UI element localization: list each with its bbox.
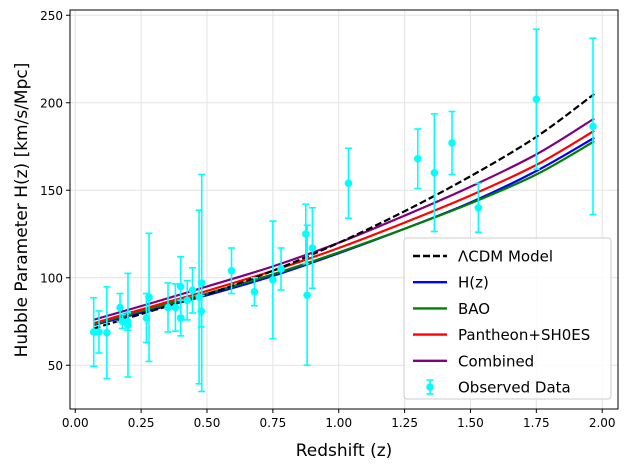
- data-marker: [183, 296, 192, 305]
- data-marker: [474, 203, 483, 212]
- data-marker: [277, 265, 285, 273]
- observed-point: [188, 266, 197, 314]
- data-marker: [344, 179, 353, 188]
- observed-point: [197, 173, 206, 393]
- observed-point: [164, 282, 172, 333]
- legend: ΛCDM Model H(z) BAO Pantheon+SH0ES Combined O…: [403, 237, 612, 400]
- data-marker: [171, 303, 180, 312]
- data-marker: [301, 230, 310, 238]
- data-marker: [164, 303, 172, 312]
- x-tick-label: 0.75: [260, 416, 287, 430]
- data-marker: [250, 287, 259, 296]
- data-marker: [197, 279, 206, 287]
- observed-point: [171, 283, 180, 332]
- x-tick-label: 1.50: [457, 416, 484, 430]
- observed-point: [277, 247, 285, 291]
- data-marker: [532, 95, 541, 104]
- observed-point: [103, 286, 111, 380]
- data-marker: [176, 282, 185, 291]
- legend-box: [403, 237, 612, 400]
- observed-point: [532, 28, 541, 171]
- legend-entry: BAO: [413, 300, 490, 318]
- x-tick-label: 0.50: [194, 416, 221, 430]
- data-marker: [303, 291, 311, 300]
- data-marker: [95, 328, 103, 336]
- y-tick-label: 50: [48, 359, 63, 373]
- data-marker: [118, 317, 127, 326]
- x-tick-label: 0.25: [128, 416, 155, 430]
- x-axis-ticks: 0.00 0.25 0.50 0.75 1.00 1.25 1.50 1.75 2.00: [62, 409, 616, 430]
- legend-entry: Combined: [413, 352, 534, 370]
- observed-point: [89, 296, 98, 368]
- legend-label: H(z): [458, 274, 489, 292]
- legend-entry: ΛCDM Model: [413, 248, 553, 266]
- data-marker: [103, 328, 111, 337]
- x-tick-label: 2.00: [589, 416, 616, 430]
- y-tick-label: 200: [40, 96, 63, 110]
- observed-point: [589, 37, 597, 216]
- legend-label: Observed Data: [458, 379, 571, 397]
- x-axis-label: Redshift (z): [296, 441, 393, 461]
- plot-frame: [69, 9, 619, 410]
- observed-point: [95, 310, 103, 354]
- data-marker: [227, 266, 236, 275]
- data-marker: [413, 154, 422, 163]
- observed-point: [430, 113, 439, 233]
- observed-point: [227, 247, 236, 295]
- observed-point: [116, 292, 124, 323]
- grid: [70, 10, 618, 409]
- legend-entry: Observed Data: [426, 379, 571, 397]
- observed-point: [145, 232, 153, 363]
- legend-entry: H(z): [413, 274, 489, 292]
- legend-label: Combined: [458, 352, 534, 370]
- data-marker: [308, 244, 317, 252]
- y-tick-label: 150: [40, 184, 63, 198]
- data-marker: [430, 168, 439, 177]
- data-marker: [89, 328, 98, 336]
- data-marker: [188, 286, 197, 295]
- observed-point: [250, 276, 259, 307]
- x-tick-label: 1.25: [391, 416, 418, 430]
- observed-point: [176, 299, 185, 337]
- observed-point: [124, 272, 132, 378]
- legend-label: ΛCDM Model: [458, 248, 553, 266]
- x-tick-label: 1.75: [523, 416, 550, 430]
- legend-label: BAO: [458, 300, 490, 318]
- y-tick-label: 250: [40, 9, 63, 23]
- y-axis-ticks: 50 100 150 200 250: [40, 9, 70, 373]
- data-marker: [124, 321, 132, 329]
- observed-data-points: [89, 28, 597, 393]
- y-tick-label: 100: [40, 271, 63, 285]
- data-marker: [589, 122, 597, 131]
- x-tick-label: 1.00: [325, 416, 352, 430]
- observed-point: [269, 220, 277, 340]
- legend-label: Pantheon+SH0ES: [458, 326, 590, 344]
- observed-point: [308, 206, 317, 290]
- data-marker: [176, 314, 185, 322]
- y-axis-label: Hubble Parameter H(z) [km/s/Mpc]: [12, 63, 32, 358]
- legend-entry: Pantheon+SH0ES: [413, 326, 590, 344]
- observed-point: [303, 224, 311, 367]
- x-tick-label: 0.00: [62, 416, 89, 430]
- data-marker: [116, 303, 124, 312]
- legend-marker: [426, 383, 434, 391]
- data-marker: [448, 139, 456, 147]
- observed-point: [118, 313, 127, 330]
- observed-point: [413, 128, 422, 190]
- data-marker: [269, 276, 277, 284]
- data-marker: [145, 293, 153, 302]
- observed-point: [344, 147, 353, 220]
- observed-point: [474, 182, 483, 234]
- observed-point: [448, 110, 456, 176]
- observed-point: [183, 279, 192, 321]
